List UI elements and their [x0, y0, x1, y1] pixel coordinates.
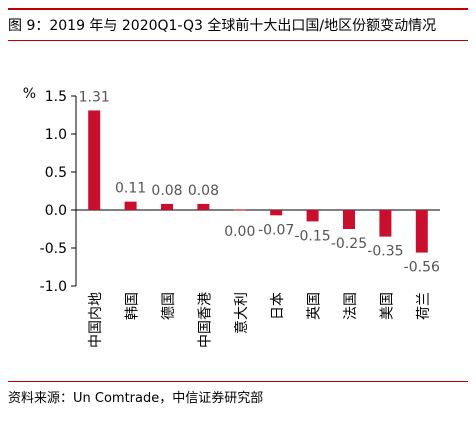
bar [197, 203, 210, 210]
bar [233, 209, 246, 211]
bar [124, 201, 137, 210]
x-tick-label: 荷兰 [416, 292, 432, 320]
bar [88, 110, 101, 210]
bar-value-label: -0.25 [331, 236, 367, 252]
bar-value-label: 0.08 [188, 183, 219, 199]
y-tick-label: 0.0 [45, 203, 67, 219]
bar-value-label: -0.56 [404, 260, 440, 276]
x-tick-label: 韩国 [125, 292, 141, 320]
bar-value-label: 0.11 [115, 181, 146, 197]
bar [415, 210, 428, 253]
x-tick-label: 法国 [343, 292, 359, 320]
bar [379, 210, 392, 237]
figure-header: 图 9：2019 年与 2020Q1-Q3 全球前十大出口国/地区份额变动情况 [8, 8, 468, 41]
x-tick-label: 中国香港 [197, 292, 213, 348]
bar [306, 210, 319, 222]
title-top-rule [8, 8, 468, 10]
value-labels: 1.31 0.11 0.08 0.08 0.00 -0.07 -0.15 -0.25 -0.35… [79, 89, 440, 275]
x-tick-label: 意大利 [233, 292, 250, 334]
bar [161, 203, 173, 210]
x-tick-label: 日本 [270, 292, 286, 320]
y-axis: % -1.0 -0.5 0.0 0.5 1.0 1.5 [23, 86, 440, 295]
y-unit-label: % [23, 86, 36, 102]
y-tick-label: 1.5 [45, 89, 67, 105]
bar [270, 210, 283, 216]
x-tick-label: 中国内地 [88, 292, 104, 348]
x-tick-label: 德国 [161, 292, 177, 320]
bar-value-label: -0.15 [294, 228, 330, 244]
x-tick-label: 美国 [379, 292, 395, 320]
y-tick-label: -1.0 [40, 279, 67, 295]
chart-title: 图 9：2019 年与 2020Q1-Q3 全球前十大出口国/地区份额变动情况 [8, 16, 468, 41]
source-note: 资料来源：Un Comtrade，中信证券研究部 [8, 391, 264, 406]
y-tick-label: 1.0 [45, 127, 67, 143]
bar-value-label: -0.35 [367, 244, 403, 260]
bar-value-label: 1.31 [79, 89, 110, 105]
bars [88, 110, 428, 253]
bar-value-label: 0.08 [151, 183, 182, 199]
x-tick-label: 英国 [306, 292, 323, 320]
source-rule [8, 381, 468, 382]
bar-value-label: -0.07 [258, 222, 294, 238]
x-axis-labels: 中国内地 韩国 德国 中国香港 意大利 日本 英国 法国 美国 荷兰 [88, 292, 432, 348]
bar-value-label: 0.00 [224, 224, 255, 240]
bar [343, 210, 355, 229]
y-tick-label: -0.5 [40, 241, 67, 257]
y-tick-label: 0.5 [45, 165, 67, 181]
